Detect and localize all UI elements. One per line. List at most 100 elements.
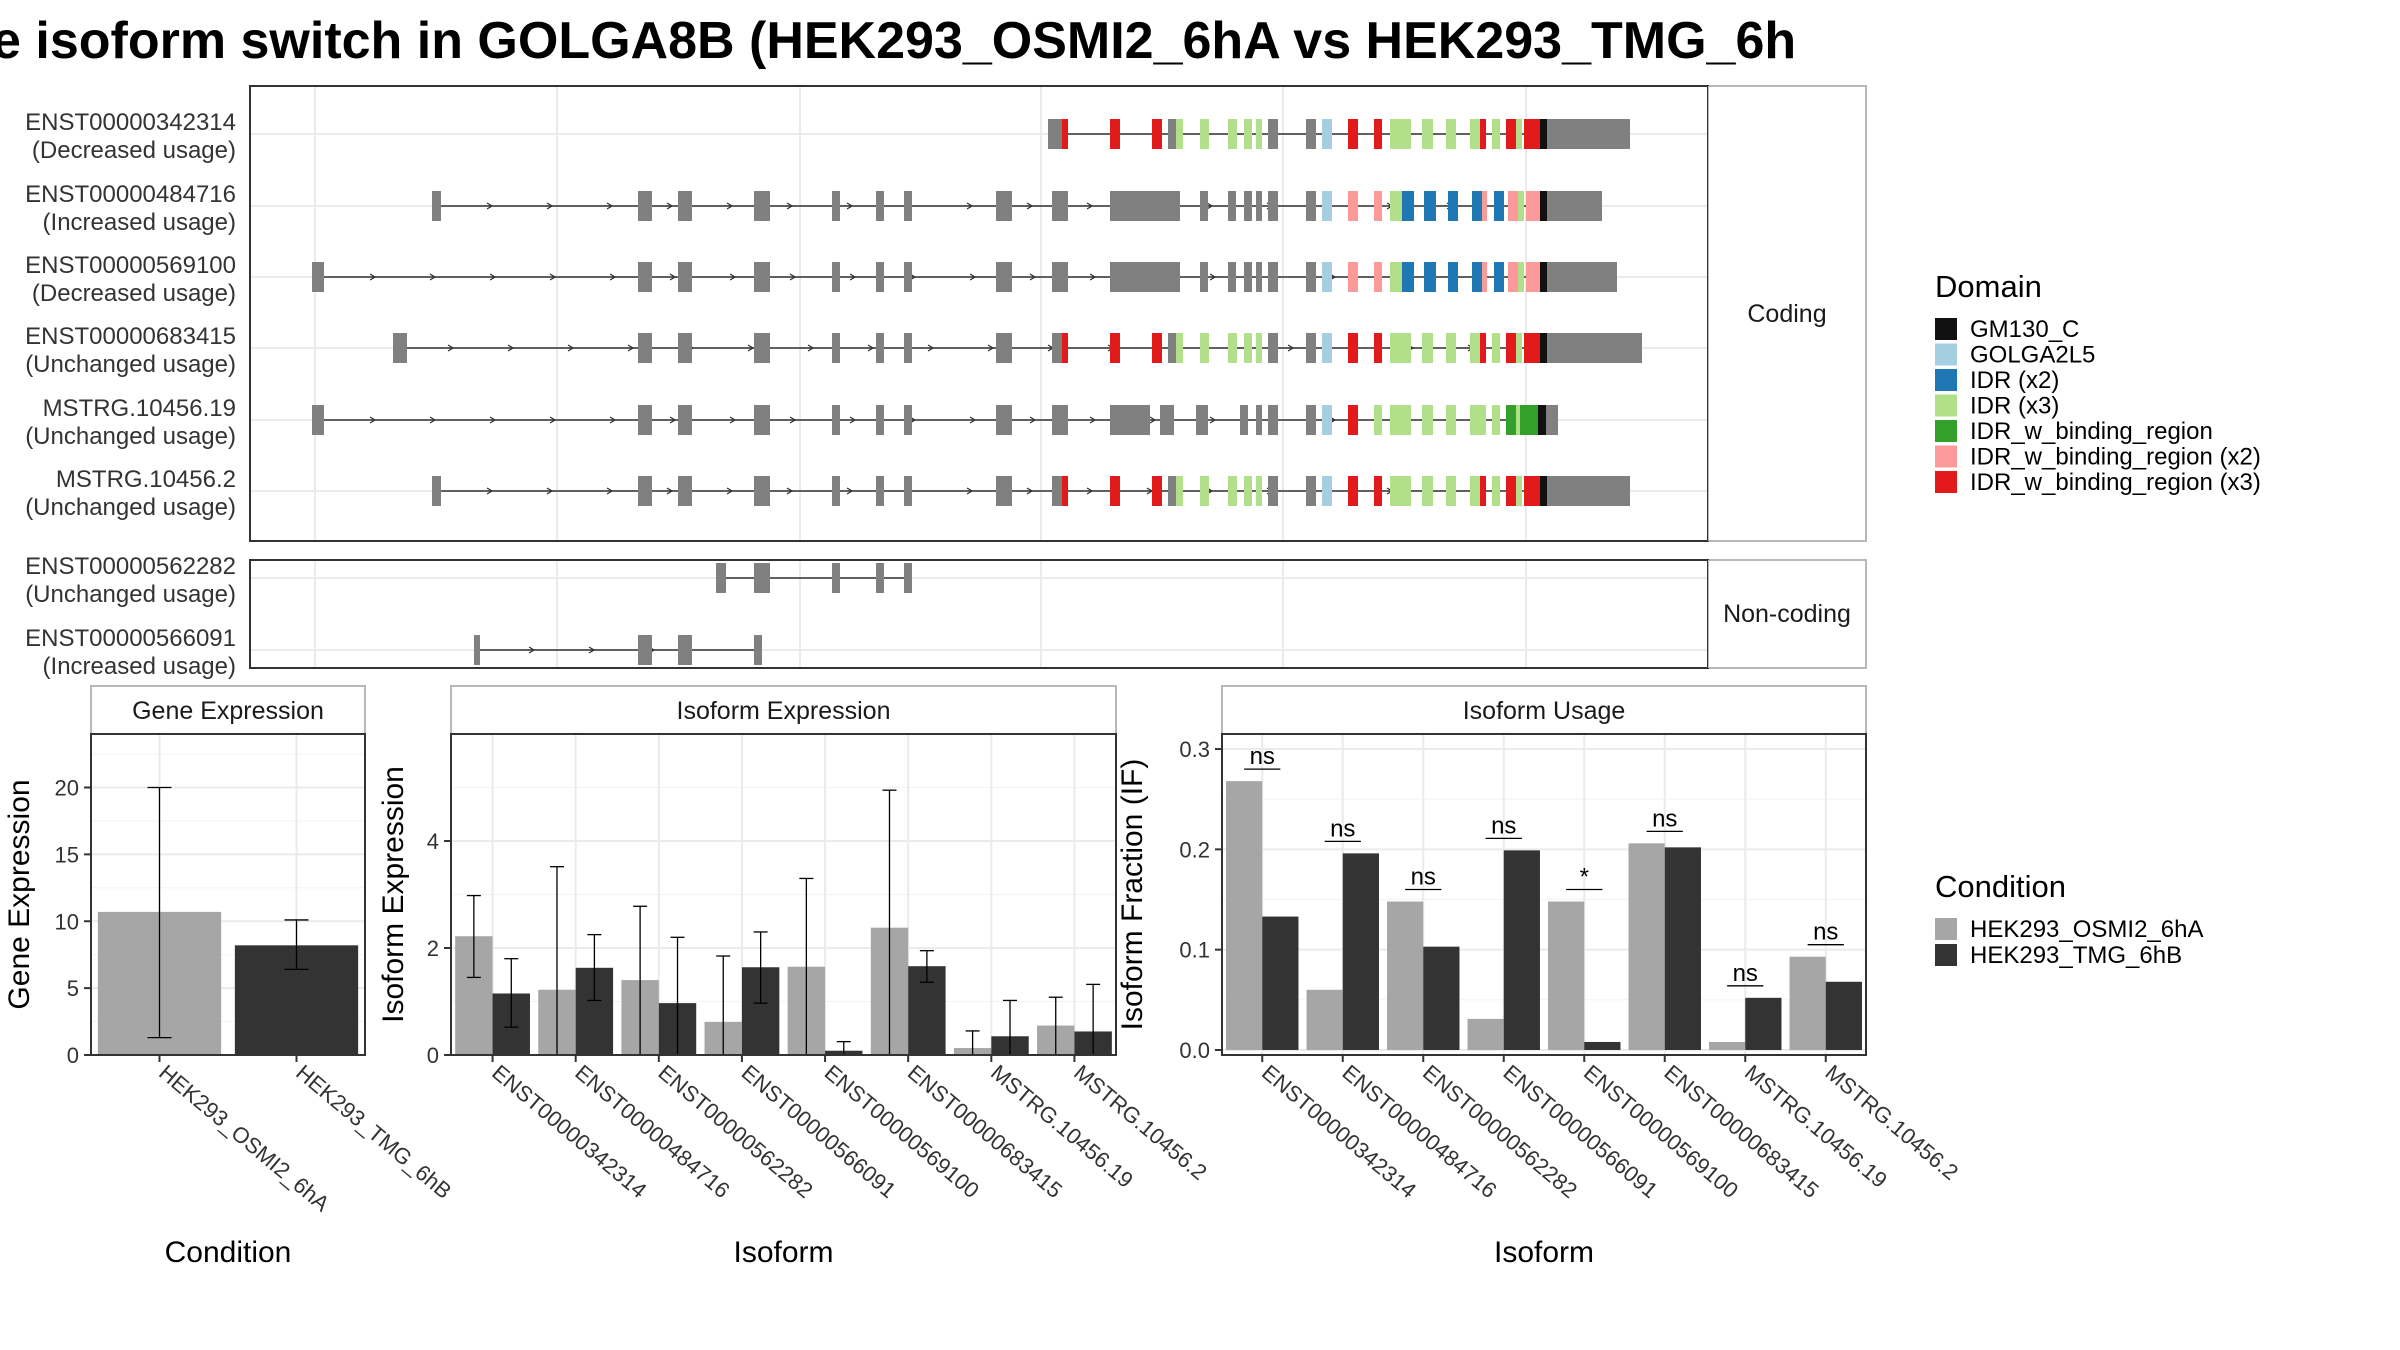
row5-exon (1052, 405, 1068, 435)
row2-exon (1322, 191, 1332, 221)
row5-exon (876, 405, 884, 435)
nc2-exon (754, 635, 762, 665)
row4-exon (1390, 333, 1402, 363)
x-tick-label: MSTRG.10456.19 (986, 1060, 1138, 1193)
row3-exon (1374, 262, 1382, 292)
row4-exon (1470, 333, 1480, 363)
iso-panel-strip (450, 685, 1117, 735)
nc1-exon (904, 563, 912, 593)
bar (1226, 781, 1263, 1050)
row6-exon (1056, 476, 1064, 506)
significance-label: ns (1652, 805, 1677, 832)
row6-strand-arrow (1026, 487, 1034, 495)
row2-strand-arrow (1206, 202, 1214, 210)
nc2-strand-arrow (588, 646, 596, 654)
row2-exon (1256, 191, 1262, 221)
noncoding-panel-bg (250, 560, 1708, 668)
noncoding-row-2-usage-label: (Increased usage) (43, 653, 236, 680)
row2-exon (638, 191, 652, 221)
nc1-exon (754, 563, 770, 593)
x-tick-label: MSTRG.10456.19 (1740, 1060, 1892, 1193)
row3-strand-arrow (429, 273, 437, 281)
row2-strand-arrow (726, 202, 734, 210)
row4-exon (876, 333, 884, 363)
row3-strand-arrow (729, 273, 737, 281)
row6-strand-arrow (1086, 487, 1094, 495)
row2-strand-arrow (846, 202, 854, 210)
row5-exon (1256, 405, 1262, 435)
nc1-exon (876, 563, 884, 593)
row3-exon (754, 262, 770, 292)
row2-exon (1424, 191, 1436, 221)
significance-label: ns (1813, 919, 1838, 946)
row6-exon (876, 476, 884, 506)
row6-exon (1524, 476, 1540, 506)
coding-row-6-usage-label: (Unchanged usage) (25, 494, 236, 521)
row5-strand-arrow (789, 416, 797, 424)
coding-panel-bg (250, 86, 1708, 541)
row5-exon (1480, 405, 1486, 435)
row3-exon (1322, 262, 1332, 292)
row2-strand-arrow (666, 202, 674, 210)
row2-exon (1374, 191, 1382, 221)
row2-strand-arrow (786, 202, 794, 210)
row6-strand-arrow (966, 487, 974, 495)
coding-row-2-transcript-id: ENST00000484716 (25, 181, 236, 208)
row3-strand-arrow (489, 273, 497, 281)
row4-exon (1402, 333, 1411, 363)
row2-exon (1228, 191, 1236, 221)
row3-exon (638, 262, 652, 292)
row2-exon (1306, 191, 1316, 221)
row4-strand-arrow (927, 344, 935, 352)
row5-strand-arrow (849, 416, 857, 424)
noncoding-row-1-usage-label: (Unchanged usage) (25, 581, 236, 608)
row3-exon (1472, 262, 1482, 292)
row5-strand-arrow (1089, 416, 1097, 424)
row3-exon (1256, 262, 1262, 292)
row1-exon (1402, 119, 1411, 149)
row3-exon (1526, 262, 1540, 292)
row5-exon (1348, 405, 1358, 435)
nc2-exon (474, 635, 480, 665)
row4-strand-arrow (987, 344, 995, 352)
x-tick-label: ENST00000342314 (487, 1060, 651, 1203)
row4-strand-arrow (447, 344, 455, 352)
y-tick-label: 0.0 (1179, 1038, 1210, 1063)
usage-panel-x-axis-label: Isoform (1494, 1236, 1594, 1269)
row4-exon (1256, 333, 1262, 363)
row6-exon (1390, 476, 1402, 506)
noncoding-row-1-transcript-id: ENST00000562282 (25, 553, 236, 580)
row4-exon (1110, 333, 1120, 363)
row3-exon (876, 262, 884, 292)
x-tick-label: ENST00000566091 (737, 1060, 901, 1203)
row2-strand-arrow (1026, 202, 1034, 210)
row6-strand-arrow (846, 487, 854, 495)
row3-exon (1494, 262, 1504, 292)
row6-exon (1547, 476, 1630, 506)
row3-strand-arrow (1209, 273, 1217, 281)
row4-exon (1200, 333, 1209, 363)
row2-exon (904, 191, 912, 221)
row4-strand-arrow (1287, 344, 1295, 352)
row3-exon (1540, 262, 1547, 292)
row3-exon (1244, 262, 1252, 292)
row6-exon (1176, 476, 1183, 506)
y-tick-label: 0 (67, 1043, 79, 1068)
row3-strand-arrow (669, 273, 677, 281)
usage-panel-y-axis-label: Isoform Fraction (IF) (1116, 759, 1149, 1031)
y-tick-label: 4 (427, 829, 439, 854)
row4-exon (393, 333, 407, 363)
row6-exon (1402, 476, 1411, 506)
row6-strand-arrow (606, 487, 614, 495)
domain-legend-key (1935, 445, 1957, 468)
bar (1306, 989, 1343, 1050)
row5-strand-arrow (549, 416, 557, 424)
row1-exon (1176, 119, 1183, 149)
coding-row-4-usage-label: (Unchanged usage) (25, 351, 236, 378)
row1-exon (1446, 119, 1456, 149)
coding-row-6-transcript-id: MSTRG.10456.2 (56, 466, 236, 493)
isoform-usage-panel: Isoform Usage ns ns ns ns * ns ns ns 0.0 0.1 0.2 0.3… (1116, 685, 1963, 1269)
row6-exon (1200, 476, 1209, 506)
row1-exon (1492, 119, 1500, 149)
iso-panel-strip-title: Isoform Expression (677, 697, 891, 725)
